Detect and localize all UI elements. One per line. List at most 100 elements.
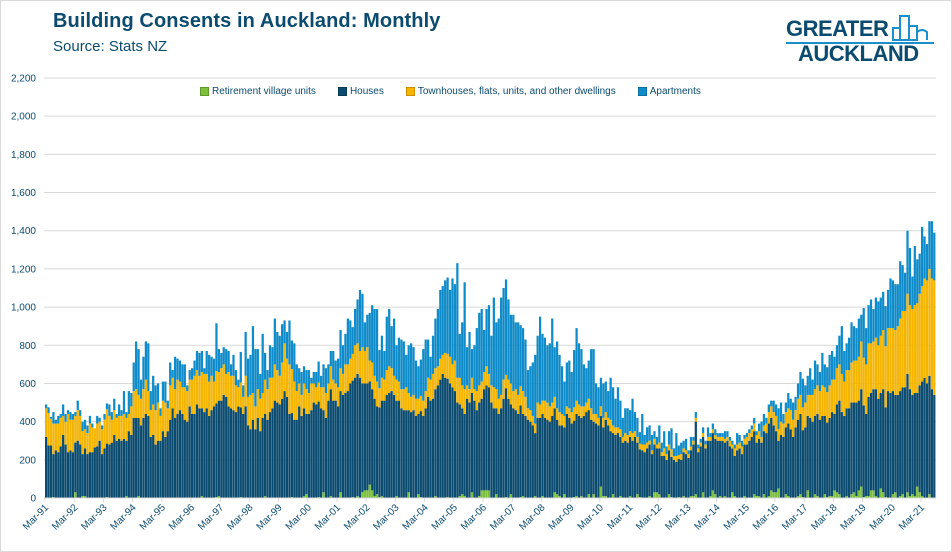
bar-townhouses: [573, 407, 576, 421]
bar-apartments: [541, 333, 544, 401]
bar-apartments: [665, 446, 668, 455]
bar-townhouses: [261, 393, 264, 418]
bar-townhouses: [225, 373, 228, 397]
bar-apartments: [626, 408, 629, 435]
bar-retirement: [865, 496, 868, 498]
bar-townhouses: [575, 400, 578, 414]
bar-houses: [736, 450, 739, 498]
bar-retirement: [602, 496, 605, 498]
bar-apartments: [188, 370, 191, 380]
bar-retirement: [553, 492, 556, 498]
bar-houses: [273, 400, 276, 498]
bar-houses: [356, 373, 359, 497]
bar-houses: [283, 391, 286, 498]
bar-apartments: [246, 358, 250, 397]
bar-townhouses: [319, 387, 323, 409]
bar-houses: [407, 410, 410, 493]
bar-apartments: [441, 286, 444, 355]
bar-houses: [587, 410, 590, 495]
bar-retirement: [563, 494, 566, 498]
bar-houses: [317, 401, 320, 498]
bar-townhouses: [577, 404, 581, 416]
y-tick-label: 400: [19, 417, 36, 428]
bar-retirement: [395, 496, 398, 498]
bar-apartments: [368, 312, 371, 361]
bar-townhouses: [302, 383, 306, 409]
bar-apartments: [621, 417, 624, 437]
bar-townhouses: [894, 330, 897, 395]
bar-apartments: [227, 351, 230, 372]
bar-apartments: [641, 414, 644, 445]
bar-retirement: [434, 496, 437, 498]
bar-townhouses: [132, 391, 135, 418]
bar-houses: [142, 417, 145, 498]
bar-houses: [738, 448, 741, 498]
bar-houses: [862, 405, 865, 498]
bar-houses: [694, 421, 697, 495]
bar-apartments: [660, 442, 663, 453]
bar-townhouses: [918, 293, 921, 386]
bar-houses: [312, 402, 315, 498]
bar-townhouses: [439, 358, 442, 380]
bar-townhouses: [602, 417, 605, 428]
bar-houses: [592, 421, 595, 495]
legend-item-townhouses: Townhouses, flats, units, and other dwel…: [405, 86, 616, 97]
bar-townhouses: [597, 417, 600, 426]
bar-townhouses: [687, 454, 690, 458]
bar-apartments: [244, 331, 247, 376]
bar-apartments: [307, 370, 311, 393]
bar-townhouses: [714, 435, 717, 439]
bar-retirement: [305, 494, 308, 498]
bar-apartments: [740, 440, 744, 447]
bar-townhouses: [672, 456, 676, 460]
bar-townhouses: [631, 433, 634, 441]
bar-apartments: [378, 350, 381, 389]
bar-houses: [573, 420, 576, 498]
bar-townhouses: [346, 364, 349, 392]
bar-retirement: [830, 496, 834, 498]
bar-houses: [723, 442, 727, 497]
bar-townhouses: [646, 442, 649, 449]
bar-townhouses: [736, 444, 739, 451]
bar-houses: [441, 373, 444, 498]
bar-houses: [894, 394, 897, 493]
bar-apartments: [568, 360, 571, 409]
bar-apartments: [597, 387, 600, 418]
bar-apartments: [57, 415, 60, 424]
y-tick-label: 0: [30, 494, 36, 505]
bar-apartments: [575, 328, 578, 401]
bar-apartments: [337, 358, 340, 388]
bar-houses: [375, 406, 379, 495]
bar-townhouses: [509, 383, 513, 405]
bar-townhouses: [176, 379, 179, 414]
bar-townhouses: [638, 443, 641, 450]
bar-apartments: [667, 431, 671, 445]
bar-apartments: [809, 368, 812, 395]
bar-townhouses: [327, 383, 330, 401]
bar-apartments: [373, 309, 376, 376]
bar-houses: [103, 448, 106, 498]
bar-apartments: [132, 362, 135, 392]
bar-apartments: [288, 320, 291, 365]
bar-houses: [548, 421, 551, 498]
bar-apartments: [300, 372, 303, 395]
x-tick-label: Mar-18: [809, 502, 839, 532]
bar-townhouses: [195, 370, 199, 405]
bar-houses: [227, 406, 230, 498]
bar-apartments: [928, 221, 931, 269]
bar-townhouses: [96, 423, 99, 447]
bar-apartments: [363, 322, 367, 351]
bar-townhouses: [784, 412, 787, 428]
bar-houses: [191, 414, 194, 498]
bar-houses: [414, 415, 418, 498]
bar-townhouses: [232, 375, 235, 411]
bar-houses: [54, 450, 57, 498]
bar-houses: [602, 427, 605, 497]
bar-apartments: [711, 423, 714, 430]
bar-apartments: [770, 400, 773, 407]
bar-apartments: [799, 372, 802, 395]
bar-townhouses: [830, 379, 834, 413]
bar-houses: [867, 396, 870, 497]
bar-apartments: [351, 327, 354, 354]
bar-houses: [672, 459, 676, 498]
